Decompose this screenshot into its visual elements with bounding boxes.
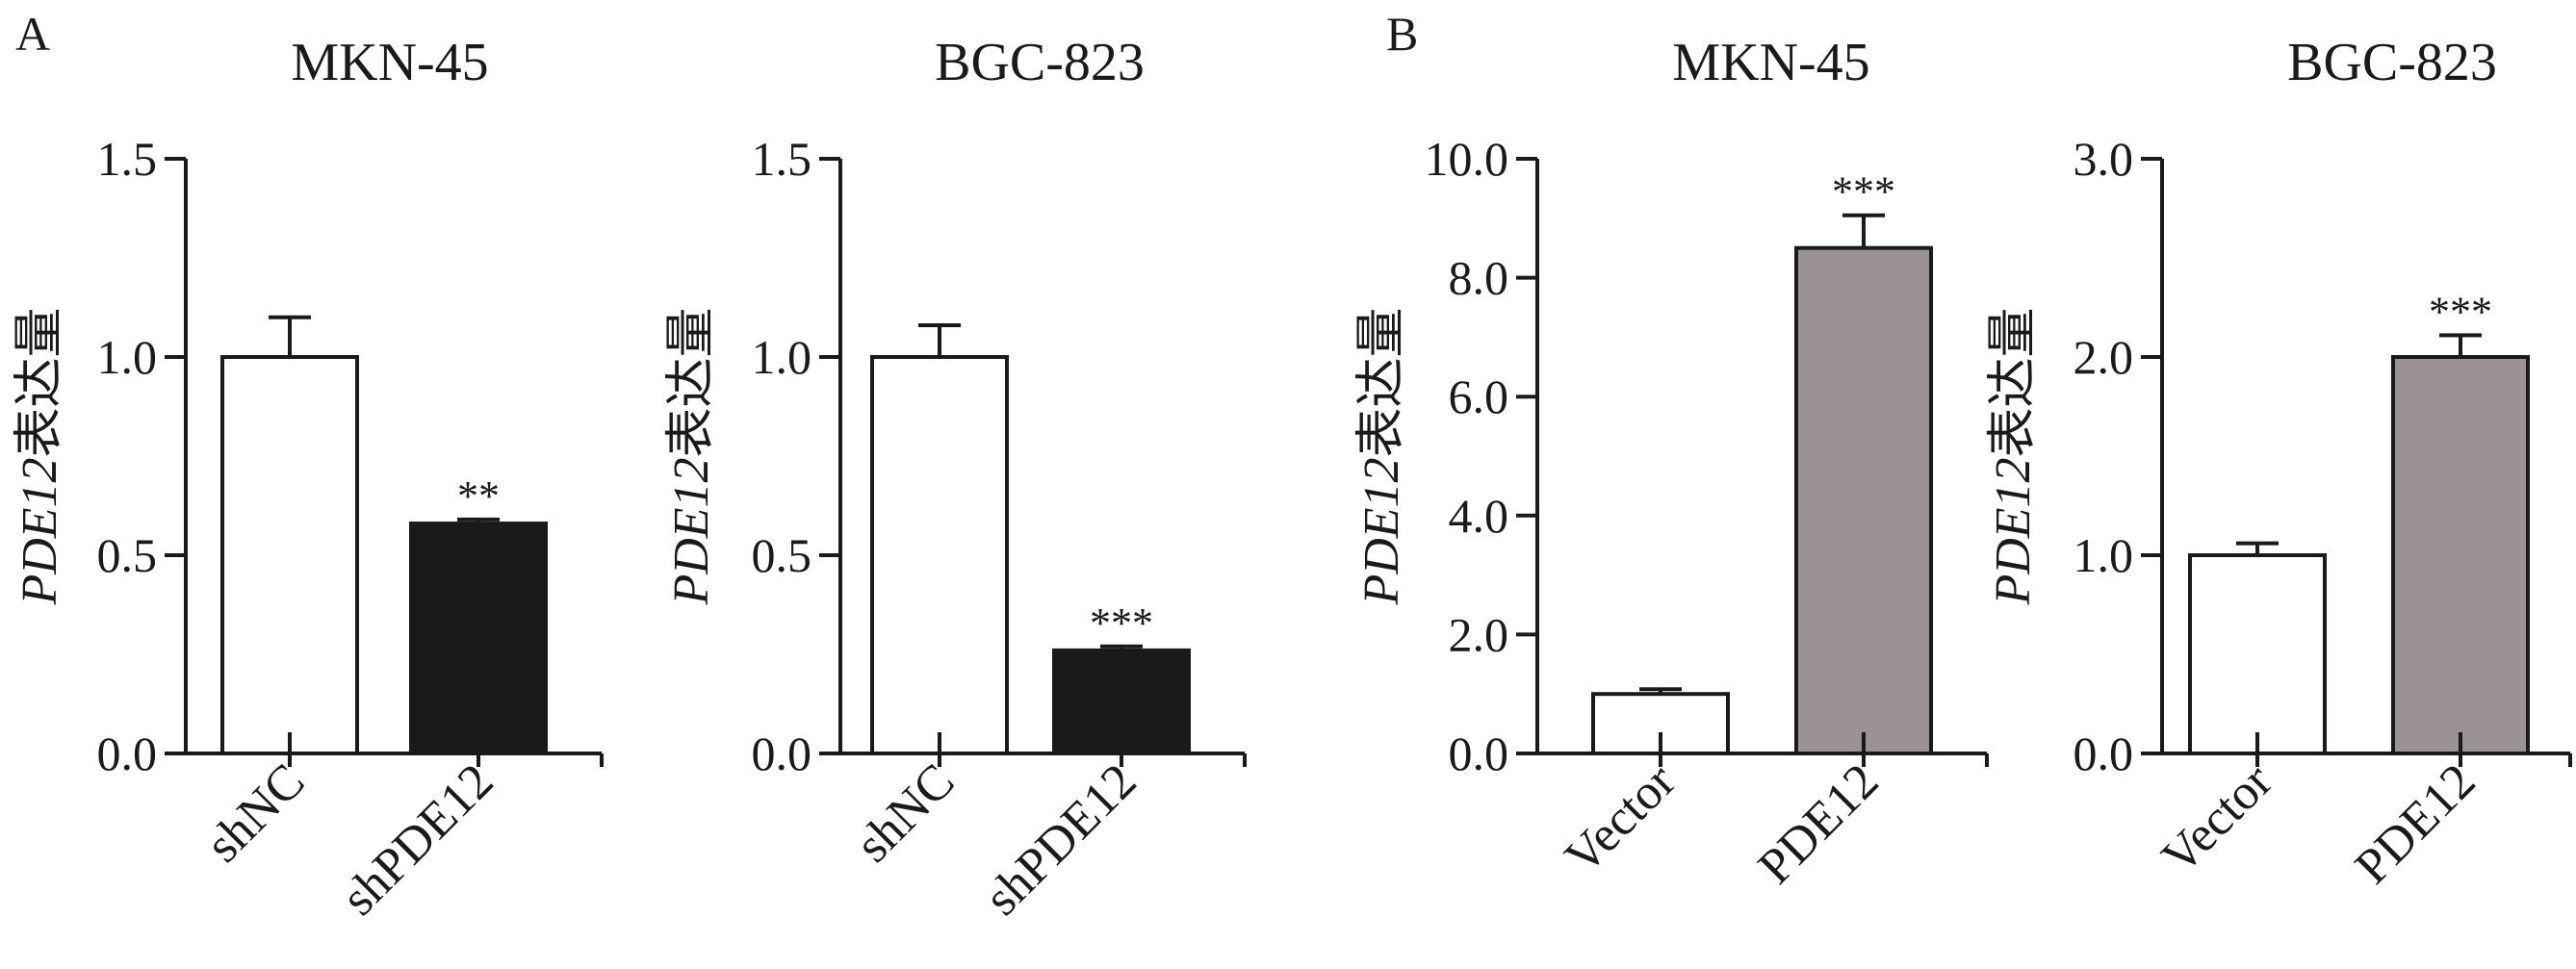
y-tick-label: 10.0 xyxy=(1425,132,1509,186)
charts-container: MKN-45PDE12表达量shNC**shPDE120.00.51.01.5B… xyxy=(13,33,2572,926)
chart-title: MKN-45 xyxy=(1672,33,1869,92)
y-tick-label: 1.0 xyxy=(97,330,158,384)
bar-vector xyxy=(2188,553,2327,755)
y-tick-label: 1.0 xyxy=(752,330,812,384)
significance-label: *** xyxy=(1090,599,1153,647)
x-tick-label: shPDE12 xyxy=(331,753,503,926)
bar-pde12 xyxy=(2391,355,2530,755)
x-tick-label: Vector xyxy=(2151,753,2282,884)
y-tick-label: 0.5 xyxy=(97,528,158,582)
panel-letter-a: A xyxy=(15,7,50,61)
y-axis-label-gene: PDE12 xyxy=(1354,457,1409,605)
y-axis-label-gene: PDE12 xyxy=(13,457,67,605)
bar-shnc xyxy=(870,355,1009,755)
y-axis-label: PDE12表达量 xyxy=(13,307,67,605)
y-tick-label: 0.0 xyxy=(97,727,158,780)
y-tick-label: 0.0 xyxy=(1449,727,1509,780)
y-tick-label: 4.0 xyxy=(1449,489,1509,543)
y-axis-label-text: 表达量 xyxy=(1354,307,1409,457)
chart-title: MKN-45 xyxy=(291,33,488,92)
chart-3: MKN-45PDE12表达量Vector***PDE120.02.04.06.0… xyxy=(1354,33,1989,895)
chart-2: BGC-823 PDE12表达量 shNC *** shPDE12 0.0 0.5 1.0 1.… xyxy=(664,33,1247,926)
chart-title: BGC-823 xyxy=(2287,33,2497,92)
bar-shpde12 xyxy=(409,522,548,755)
y-tick-label: 1.0 xyxy=(2074,528,2134,582)
y-axis-label-text: 表达量 xyxy=(1986,307,2041,457)
chart-4: BGC-823PDE12表达量Vector***PDE120.01.02.03.… xyxy=(1986,33,2572,895)
y-tick-label: 2.0 xyxy=(2074,330,2134,384)
y-tick-label: 8.0 xyxy=(1449,251,1509,305)
x-tick-label: PDE12 xyxy=(1748,753,1890,895)
y-axis-label: PDE12表达量 xyxy=(1986,307,2041,605)
y-tick-label: 0.0 xyxy=(752,727,812,780)
y-tick-label: 2.0 xyxy=(1449,607,1509,661)
y-axis-label: PDE12表达量 xyxy=(1354,307,1409,605)
significance-label: *** xyxy=(1832,168,1895,216)
x-tick-label: shNC xyxy=(845,753,965,873)
y-axis-label-gene: PDE12 xyxy=(1986,457,2041,605)
y-axis-label-text: 表达量 xyxy=(13,307,67,457)
panel-letter-b: B xyxy=(1386,7,1418,61)
x-tick-label: shPDE12 xyxy=(974,753,1146,926)
chart-title: BGC-823 xyxy=(935,33,1145,92)
y-tick-label: 1.5 xyxy=(752,132,812,186)
bar-shnc xyxy=(220,355,359,755)
x-tick-label: shNC xyxy=(195,753,315,873)
y-tick-label: 6.0 xyxy=(1449,370,1509,423)
bar-pde12 xyxy=(1794,245,1933,755)
y-tick-label: 0.0 xyxy=(2074,727,2134,780)
x-tick-label: Vector xyxy=(1555,753,1686,884)
y-axis-label-gene: PDE12 xyxy=(664,457,719,605)
chart-1: MKN-45 PDE12表达量 shNC ** shPDE12 0.0 0.5 1.0 1.5 xyxy=(13,33,604,926)
significance-label: ** xyxy=(457,472,500,520)
y-tick-label: 3.0 xyxy=(2074,132,2134,186)
x-tick-label: PDE12 xyxy=(2345,753,2486,895)
significance-label: *** xyxy=(2429,288,2492,335)
y-tick-label: 0.5 xyxy=(752,528,812,582)
y-tick-label: 1.5 xyxy=(97,132,158,186)
y-axis-label: PDE12表达量 xyxy=(664,307,719,605)
y-axis-label-text: 表达量 xyxy=(664,307,719,457)
